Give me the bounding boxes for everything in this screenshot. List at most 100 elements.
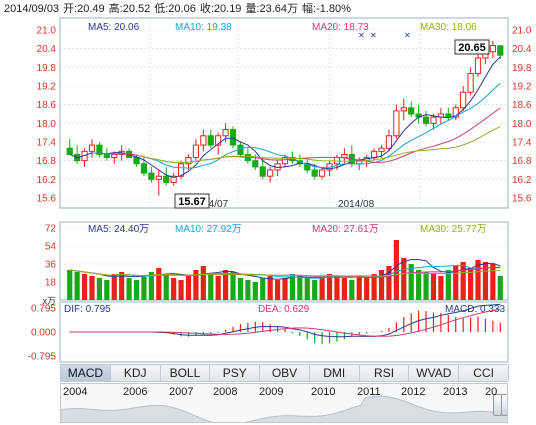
candle-body [88, 144, 96, 152]
stock-chart[interactable]: 21.0 21.0 20.4 20.4 19.8 19.8 19.2 19.2 18.6 18.6… [0, 0, 536, 363]
volume-bar [467, 268, 474, 300]
price-y-tick-left: 16.2 [37, 175, 57, 186]
price-ma-line [91, 82, 501, 169]
price-y-tick-right: 16.2 [512, 175, 532, 186]
volume-bar [482, 262, 489, 300]
macd-dea-label: DEA: 0.629 [258, 304, 310, 315]
candle-body [408, 107, 415, 115]
volume-bar [475, 260, 481, 300]
timeline-sparkline [61, 395, 507, 422]
volume-bar [245, 280, 251, 300]
candle-body [378, 147, 385, 152]
high-marker-label: 20.65 [458, 42, 486, 54]
price-y-tick-left: 19.2 [37, 82, 57, 93]
volume-bar [252, 282, 258, 300]
price-ma-label: MA20: 18.73 [312, 22, 369, 33]
volume-bar [163, 274, 169, 300]
quote-date: 2014/09/03 [4, 3, 60, 15]
candle-body [393, 110, 400, 137]
candle-body [155, 175, 162, 180]
volume-bar [215, 276, 221, 300]
volume-y-tick: 72 [45, 224, 57, 235]
volume-bar [304, 278, 310, 300]
tab-wvad[interactable]: WVAD [409, 365, 460, 381]
macd-dif-label: DIF: 0.795 [64, 304, 111, 315]
tab-kdj[interactable]: KDJ [110, 365, 161, 381]
quote-close: 收:20.19 [199, 3, 242, 15]
tab-boll[interactable]: BOLL [160, 365, 211, 381]
volume-bar [416, 270, 422, 300]
volume-bar [237, 278, 244, 300]
tab-dmi[interactable]: DMI [309, 365, 360, 381]
candle-body [200, 135, 207, 146]
event-marker: ✕ [370, 31, 377, 40]
price-y-tick-right: 18.0 [512, 119, 532, 130]
volume-bar [96, 278, 103, 300]
volume-unit-label: x万 [42, 296, 56, 306]
volume-bar [126, 278, 132, 300]
low-marker-label: 15.67 [178, 196, 206, 208]
candle-body [267, 169, 274, 177]
candle-body [66, 147, 73, 155]
price-y-tick-right: 19.8 [512, 63, 532, 74]
volume-bar [193, 270, 199, 300]
tab-obv[interactable]: OBV [260, 365, 310, 381]
volume-bar [438, 276, 444, 300]
timeline-year: 2004 [63, 386, 88, 398]
timeline-year: 2011 [357, 386, 381, 398]
macd-y-tick: 0.000 [31, 328, 56, 339]
tab-cci[interactable]: CCI [459, 365, 509, 381]
timeline-year: 2013 [443, 386, 468, 398]
timeline-handle-right[interactable] [501, 394, 507, 416]
candle-body [430, 116, 437, 124]
volume-bar [171, 278, 177, 300]
timeline-sparkline-area [61, 395, 507, 422]
volume-bar [156, 268, 162, 300]
volume-bar [364, 278, 370, 300]
tab-psy[interactable]: PSY [210, 365, 261, 381]
tab-rsi[interactable]: RSI [359, 365, 410, 381]
tab-macd[interactable]: MACD [61, 365, 111, 381]
price-y-tick-left: 18.6 [37, 100, 57, 111]
price-y-tick-left: 18.0 [37, 119, 57, 130]
price-ma-line [69, 56, 501, 179]
volume-bar [230, 272, 236, 300]
timeline-navigator[interactable]: 2004 2006 2007 2008 2009 2010 2011 2012 2013 20 [60, 383, 508, 423]
volume-bar [81, 274, 88, 300]
volume-ma-label: MA5: 24.40万 [88, 224, 149, 235]
candle-body [185, 157, 192, 165]
macd-y-tick: 0.795 [31, 304, 56, 315]
candle-body [259, 166, 266, 177]
price-y-tick-right: 19.2 [512, 82, 532, 93]
volume-bar [371, 274, 377, 300]
volume-bar [378, 270, 385, 300]
candle-body [474, 57, 482, 75]
candle-body [215, 135, 222, 146]
low-marker-box [174, 193, 210, 209]
candle-body [304, 163, 311, 171]
high-marker-box [454, 39, 490, 55]
candle-body [229, 129, 237, 146]
quote-volume: 量:23.64万 [245, 3, 299, 15]
timeline-year: 2012 [401, 386, 426, 398]
volume-bar [460, 262, 466, 300]
timeline-year: 2010 [311, 386, 336, 398]
price-y-tick-left: 20.4 [37, 44, 57, 55]
indicator-tabbar: MACD KDJ BOLL PSY OBV DMI RSI WVAD CCI [60, 364, 509, 382]
volume-bar [341, 278, 347, 300]
volume-bar [349, 280, 355, 300]
volume-bar [119, 272, 125, 300]
volume-bar [497, 276, 503, 300]
volume-bar [401, 258, 407, 300]
macd-y-tick: -0.795 [28, 352, 57, 363]
quote-header: 2014/09/03 开:20.49 高:20.52 低:20.06 收:20.19 量:… [4, 2, 355, 16]
candle-body [497, 45, 504, 56]
candle-body [103, 153, 110, 159]
candle-body [96, 144, 103, 155]
candle-body [370, 150, 378, 159]
candle-body [445, 113, 452, 118]
quote-change: 幅:-1.80% [302, 3, 351, 15]
macd-value-label: MACD: 0.333 [445, 304, 505, 315]
price-ma-label: MA30: 18.06 [420, 22, 477, 33]
volume-bar [208, 274, 214, 300]
